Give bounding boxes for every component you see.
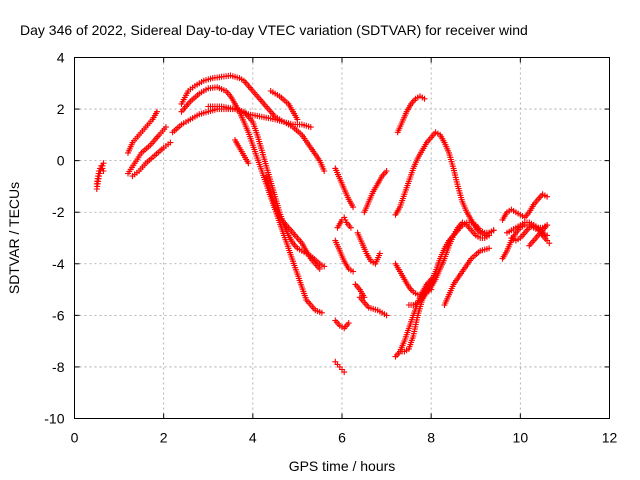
data-point-markers <box>178 84 325 316</box>
y-tick-label: -6 <box>52 307 65 323</box>
y-tick-label: -2 <box>52 204 65 220</box>
series-track-t <box>356 294 390 319</box>
data-point-markers <box>405 219 493 308</box>
data-point-markers <box>267 88 301 123</box>
y-tick-label: -8 <box>52 359 65 375</box>
x-tick-label: 6 <box>338 430 346 446</box>
x-axis-label: GPS time / hours <box>289 458 396 474</box>
y-tick-label: 2 <box>57 101 65 117</box>
x-tick-label: 2 <box>160 430 168 446</box>
series-track-e <box>129 139 174 180</box>
data-point-markers <box>129 139 174 180</box>
chart-title: Day 346 of 2022, Sidereal Day-to-day VTE… <box>20 22 528 38</box>
data-point-markers <box>334 214 354 231</box>
data-point-markers <box>356 294 390 319</box>
data-point-markers <box>263 173 323 272</box>
series-track-i <box>205 103 314 131</box>
series-track-y <box>394 93 428 136</box>
y-tick-label: -4 <box>52 256 65 272</box>
series-track-j <box>263 173 323 272</box>
series-track-aa <box>405 219 493 308</box>
series-track-q <box>332 165 357 211</box>
data-point-markers <box>205 103 314 131</box>
series-track-g <box>178 84 325 316</box>
series-track-b <box>93 162 107 187</box>
data-point-markers <box>352 281 368 301</box>
series-track-r <box>354 229 383 267</box>
data-point-markers <box>361 168 390 216</box>
data-point-markers <box>332 165 357 211</box>
data-point-markers <box>125 124 169 177</box>
x-tick-label: 12 <box>602 430 618 446</box>
series-track-l <box>267 88 301 123</box>
data-point-markers <box>499 191 551 223</box>
series-track-n <box>332 317 352 332</box>
data-point-markers <box>354 229 383 267</box>
series-track-x <box>392 129 497 239</box>
series-track-ad <box>499 191 551 223</box>
series-track-p <box>332 237 357 275</box>
y-tick-label: 4 <box>57 50 65 66</box>
data-point-markers <box>526 222 551 249</box>
series-track-ag <box>526 222 551 249</box>
data-marks <box>93 72 553 376</box>
series-track-u <box>352 281 368 301</box>
y-tick-label: 0 <box>57 153 65 169</box>
series-track-s <box>361 168 390 216</box>
data-point-markers <box>332 358 348 376</box>
data-point-markers <box>232 137 252 167</box>
x-tick-label: 8 <box>427 430 435 446</box>
y-axis-label: SDTVAR / TECUs <box>6 182 22 294</box>
data-point-markers <box>394 93 428 136</box>
x-tick-label: 10 <box>513 430 529 446</box>
series-track-m <box>332 358 348 376</box>
series-track-d <box>125 124 169 177</box>
data-point-markers <box>332 237 357 275</box>
data-point-markers <box>93 162 107 187</box>
data-point-markers <box>125 108 160 156</box>
x-tick-label: 4 <box>249 430 257 446</box>
y-tick-label: -10 <box>44 411 64 427</box>
data-point-markers <box>441 245 493 308</box>
data-point-markers <box>392 129 497 239</box>
series-track-ab <box>441 245 493 308</box>
axes: 0 2 4 6 8 10 12 4 2 0 -2 -4 -6 -8 -10 <box>44 50 617 446</box>
series-track-c <box>125 108 160 156</box>
series-track-o <box>334 214 354 231</box>
data-point-markers <box>332 317 352 332</box>
x-tick-label: 0 <box>71 430 79 446</box>
series-track-k <box>232 137 252 167</box>
